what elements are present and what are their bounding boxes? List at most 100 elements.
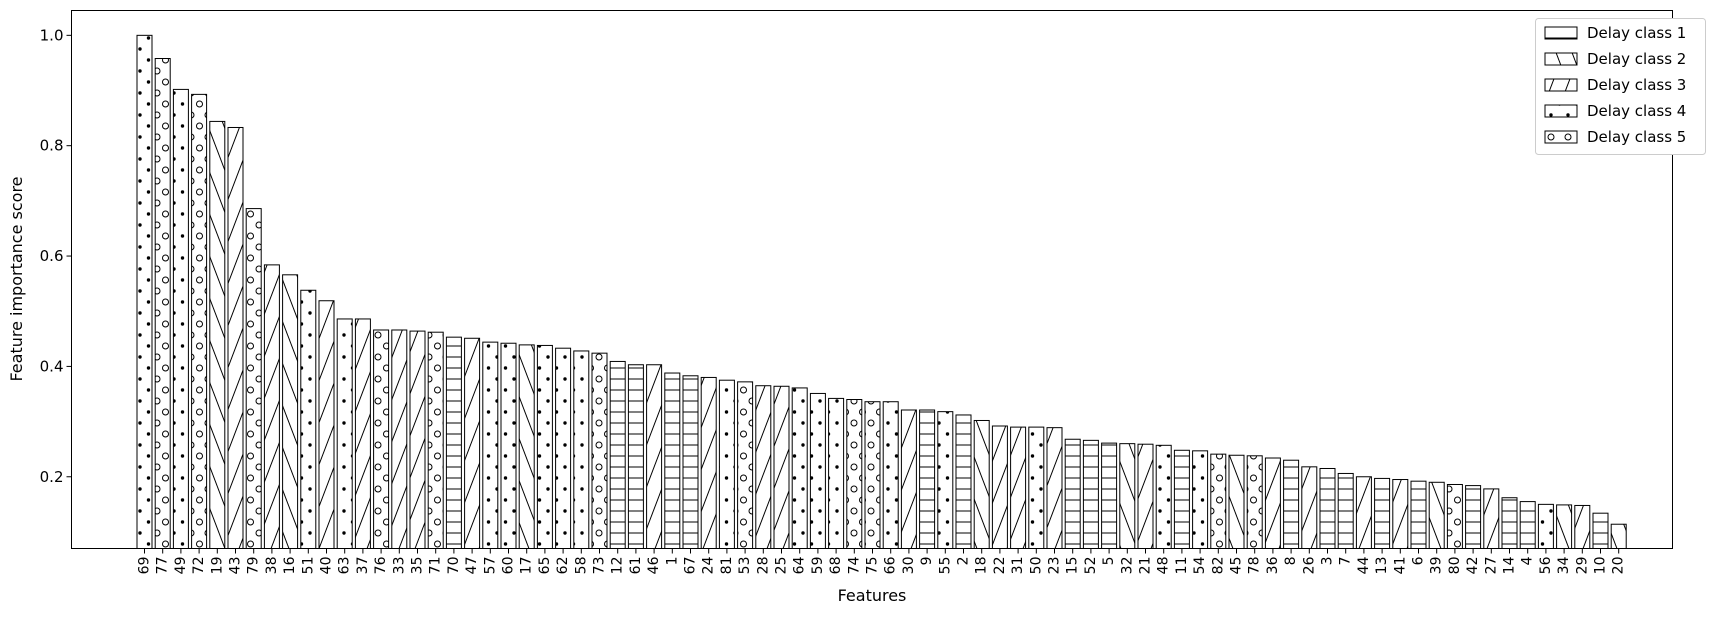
bar-74 (846, 399, 863, 549)
bar-pattern (1465, 485, 1482, 550)
bar-45 (1228, 454, 1245, 550)
bar-pattern (1155, 444, 1172, 549)
bar-19 (209, 120, 226, 549)
bar-63 (336, 318, 353, 549)
x-tick-label: 42 (1465, 557, 1481, 575)
x-tick-label: 37 (355, 557, 371, 575)
bar-pattern (536, 344, 553, 549)
bar-8 (1283, 459, 1300, 550)
bar-pattern (555, 347, 572, 549)
x-tick-label: 19 (209, 557, 225, 575)
bar-44 (1355, 476, 1372, 549)
bar-1 (664, 372, 681, 549)
bar-38 (263, 264, 280, 549)
x-tick-label: 60 (501, 557, 517, 575)
bar-pattern (427, 331, 444, 549)
bar-pattern (318, 300, 335, 549)
bar-3 (1319, 467, 1336, 549)
bar-62 (555, 347, 572, 549)
bar-7 (1337, 472, 1354, 550)
x-tick-label: 8 (1283, 557, 1299, 566)
bar-65 (536, 344, 553, 549)
bar-pattern (919, 409, 936, 549)
bar-pattern (1537, 503, 1554, 550)
x-tick-label: 11 (1174, 557, 1190, 575)
bar-pattern (828, 397, 845, 550)
x-tick-label: 67 (683, 557, 699, 575)
x-tick-label: 2 (956, 557, 972, 566)
bar-pattern (973, 419, 990, 549)
legend-label: Delay class 2 (1587, 50, 1686, 68)
bar-pattern (1192, 450, 1209, 549)
bar-pattern (209, 120, 226, 549)
bar-pattern (1010, 426, 1027, 550)
x-tick-label: 18 (974, 557, 990, 575)
x-tick-label: 50 (1028, 557, 1044, 575)
bar-37 (354, 318, 371, 549)
bar-12 (609, 360, 626, 549)
bar-pattern (1483, 488, 1500, 550)
x-tick-label: 23 (1047, 557, 1063, 575)
x-tick-label: 45 (1229, 557, 1245, 575)
x-tick-label: 69 (137, 557, 153, 575)
x-tick-label: 5 (1101, 557, 1117, 566)
bar-pattern (1119, 443, 1136, 549)
bar-76 (373, 329, 390, 549)
x-tick-label: 1 (664, 557, 680, 566)
bar-pattern (373, 329, 390, 549)
x-tick-label: 31 (1010, 557, 1026, 575)
bar-55 (937, 411, 954, 549)
bar-pattern (991, 425, 1008, 549)
x-tick-label: 73 (592, 557, 608, 575)
legend-label: Delay class 3 (1587, 76, 1686, 94)
bar-35 (409, 330, 426, 550)
x-tick-label: 81 (719, 557, 735, 575)
x-tick-label: 15 (1065, 557, 1081, 575)
bar-pattern (500, 342, 517, 549)
bar-70 (445, 336, 462, 549)
bar-pattern (1082, 439, 1099, 549)
bar-33 (391, 329, 408, 549)
bar-9 (919, 409, 936, 549)
x-tick-label: 77 (155, 557, 171, 575)
x-tick-label: 55 (937, 557, 953, 575)
bar-pattern (518, 344, 535, 549)
bar-66 (882, 401, 899, 549)
bar-4 (1519, 501, 1536, 550)
bar-2 (955, 414, 972, 549)
bar-pattern (1574, 504, 1591, 549)
x-tick-label: 7 (1338, 557, 1354, 566)
bar-pattern (755, 385, 772, 549)
x-tick-label: 47 (464, 557, 480, 575)
x-tick-label: 46 (646, 556, 662, 574)
bar-39 (1428, 481, 1445, 549)
bar-pattern (718, 379, 735, 550)
bar-pattern (646, 364, 663, 550)
bar-10 (1592, 512, 1609, 549)
bar-31 (1010, 426, 1027, 550)
bar-pattern (464, 337, 481, 549)
legend-item-2: Delay class 2 (1544, 50, 1686, 68)
bar-pattern (1610, 523, 1627, 549)
bar-53 (737, 381, 754, 549)
bar-29 (1574, 504, 1591, 549)
y-tick-label: 0.8 (40, 137, 64, 155)
bar-pattern (1501, 497, 1518, 549)
x-tick-label: 70 (446, 557, 462, 575)
x-tick-label: 21 (1138, 557, 1154, 575)
bar-40 (318, 300, 335, 549)
bar-pattern (1283, 459, 1300, 550)
x-tick-label: 17 (519, 557, 535, 575)
x-tick-label: 52 (1083, 557, 1099, 575)
bar-pattern (1592, 512, 1609, 549)
x-tick-label: 32 (1119, 557, 1135, 575)
bar-67 (682, 375, 699, 549)
x-tick-label: 14 (1502, 556, 1518, 574)
x-tick-label: 58 (573, 557, 589, 575)
x-tick-label: 10 (1593, 557, 1609, 575)
bar-68 (828, 397, 845, 550)
bar-pattern (482, 341, 499, 549)
bar-46 (646, 364, 663, 550)
y-tick-label: 1.0 (40, 26, 64, 44)
